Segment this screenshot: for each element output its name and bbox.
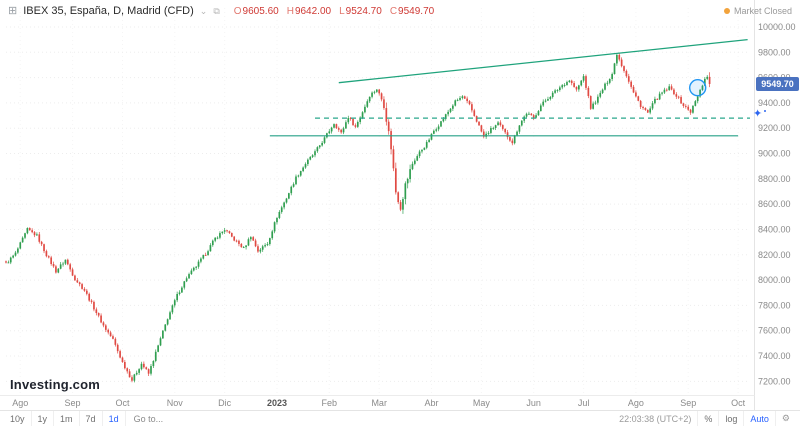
log-scale-button[interactable]: log (718, 411, 743, 426)
range-button-1m[interactable]: 1m (54, 411, 80, 426)
panel-borders (0, 0, 755, 410)
ohlc-low: L9524.70 (339, 5, 382, 17)
percent-scale-button[interactable]: % (697, 411, 718, 426)
axis-settings: 22:03:38 (UTC+2) % log Auto ⚙ (613, 411, 796, 426)
range-buttons: 10y 1y 1m 7d 1d Go to... (4, 411, 171, 426)
drawing-lines[interactable] (269, 38, 750, 137)
time-axis[interactable]: Ago Sep Oct Nov Dic 2023 Feb Mar Abr May Jun Jul Ago… (12, 398, 745, 408)
logo-brand: Investing (10, 377, 69, 392)
symbol-grid-icon[interactable]: ⊞ (8, 4, 18, 17)
svg-text:Nov: Nov (167, 398, 184, 408)
svg-text:9000.00: 9000.00 (758, 149, 791, 159)
svg-text:Ago: Ago (12, 398, 28, 408)
svg-text:Jun: Jun (526, 398, 541, 408)
svg-text:Dic: Dic (218, 398, 231, 408)
ohlc-high: H9642.00 (286, 5, 332, 17)
svg-text:7200.00: 7200.00 (758, 376, 791, 386)
svg-text:10000.00: 10000.00 (758, 22, 796, 32)
svg-text:7400.00: 7400.00 (758, 351, 791, 361)
chart-header: ⊞ IBEX 35, España, D, Madrid (CFD) ⌄ ⧉ O… (8, 5, 434, 17)
svg-text:Sep: Sep (680, 398, 696, 408)
svg-text:2023: 2023 (267, 398, 287, 408)
svg-text:May: May (473, 398, 491, 408)
svg-text:Oct: Oct (115, 398, 130, 408)
market-status: Market Closed (723, 6, 792, 16)
popout-icon[interactable]: ⧉ (213, 5, 220, 16)
range-button-1d[interactable]: 1d (103, 411, 126, 426)
range-button-7d[interactable]: 7d (80, 411, 103, 426)
price-axis[interactable]: 10000.009800.009600.009400.009200.009000… (758, 22, 796, 386)
logo-tld: .com (68, 377, 101, 392)
chevron-down-icon[interactable]: ⌄ (199, 5, 208, 16)
svg-text:8800.00: 8800.00 (758, 174, 791, 184)
svg-text:8200.00: 8200.00 (758, 250, 791, 260)
circle-marker[interactable] (689, 79, 707, 97)
goto-date-button[interactable]: Go to... (133, 413, 164, 424)
svg-text:8400.00: 8400.00 (758, 224, 791, 234)
axis-plus-dot (764, 110, 767, 112)
bottom-toolbar: 10y 1y 1m 7d 1d Go to... 22:03:38 (UTC+2… (0, 410, 800, 426)
svg-text:Feb: Feb (322, 398, 338, 408)
ohlc-readout: O9605.60 H9642.00 L9524.70 C9549.70 (234, 6, 434, 17)
candlestick-series (5, 53, 711, 383)
svg-text:Abr: Abr (424, 398, 438, 408)
auto-scale-button[interactable]: Auto (743, 411, 775, 426)
svg-text:7800.00: 7800.00 (758, 300, 791, 310)
range-button-10y[interactable]: 10y (4, 411, 32, 426)
svg-text:8600.00: 8600.00 (758, 199, 791, 209)
svg-text:Sep: Sep (65, 398, 81, 408)
svg-text:Ago: Ago (628, 398, 644, 408)
grid-lines (6, 8, 750, 394)
market-status-label: Market Closed (733, 6, 792, 16)
axis-plus-marker[interactable]: ✦ (753, 108, 767, 120)
investing-logo: Investing.com (10, 377, 100, 392)
settings-gear-icon[interactable]: ⚙ (774, 411, 796, 426)
symbol-title[interactable]: IBEX 35, España, D, Madrid (CFD) (23, 5, 194, 17)
svg-text:9800.00: 9800.00 (758, 47, 791, 57)
svg-text:Jul: Jul (578, 398, 590, 408)
svg-text:9200.00: 9200.00 (758, 123, 791, 133)
timezone-clock[interactable]: 22:03:38 (UTC+2) (619, 413, 692, 424)
svg-text:7600.00: 7600.00 (758, 326, 791, 336)
ohlc-open: O9605.60 (233, 5, 279, 17)
last-price-tag: 9549.70 (756, 77, 799, 91)
svg-text:Oct: Oct (731, 398, 746, 408)
svg-text:8000.00: 8000.00 (758, 275, 791, 285)
ohlc-close: C9549.70 (389, 5, 435, 17)
ascending-trendline (338, 38, 748, 84)
axis-plus-icon: ✦ (753, 108, 763, 120)
svg-text:Mar: Mar (371, 398, 387, 408)
svg-text:9400.00: 9400.00 (758, 98, 791, 108)
market-status-dot-icon (723, 8, 730, 14)
range-button-1y[interactable]: 1y (32, 411, 55, 426)
